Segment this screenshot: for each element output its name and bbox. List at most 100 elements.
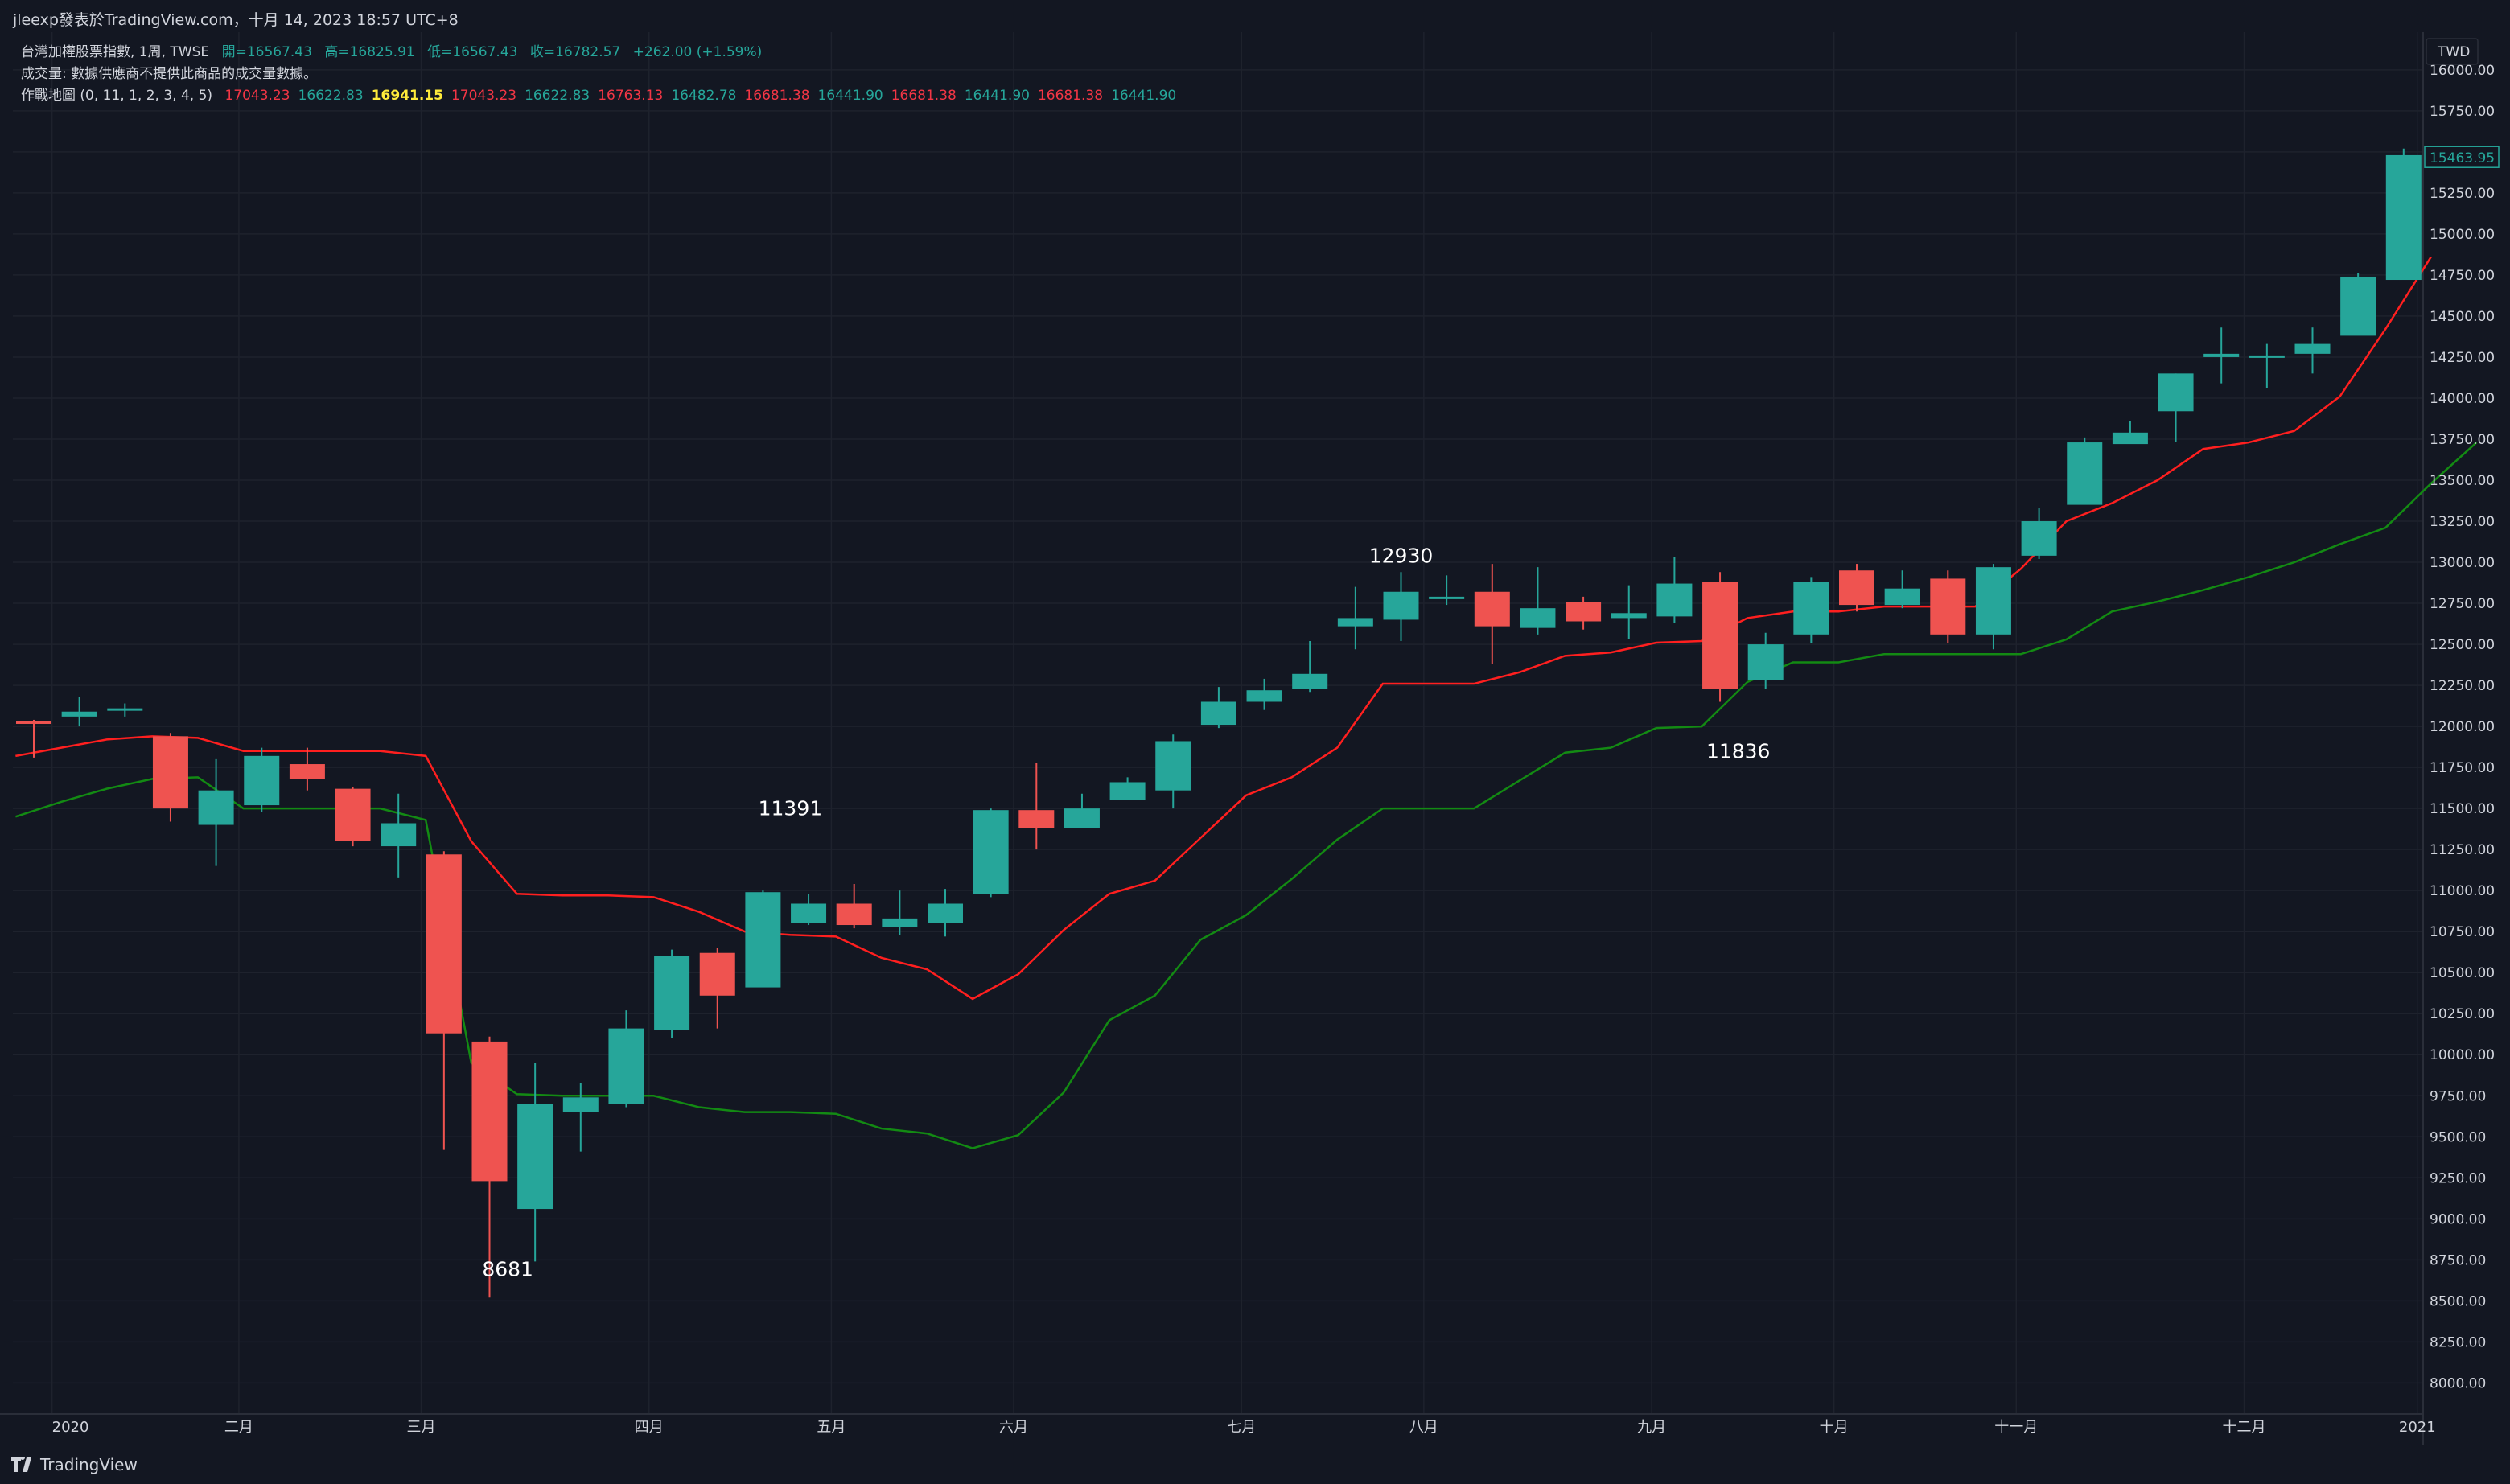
candle-body [2112,432,2148,445]
price-tick-label: 10500.00 [2430,965,2495,981]
candle-body [426,854,462,1034]
tradingview-logo[interactable]: TradingView [11,1455,138,1474]
legend: 台灣加權股票指數, 1周, TWSE 開=16567.43 高=16825.91… [21,42,1184,107]
price-tick-label: 8000.00 [2430,1375,2486,1392]
candle-body [1793,582,1829,635]
publish-bar: jleexp發表於TradingView.com，十月 14, 2023 18:… [0,0,2510,32]
last-price-box [2424,146,2500,168]
indicator-value: 16681.38 [891,88,957,104]
change-value: +262.00 (+1.59%) [632,44,763,60]
time-tick-label: 十二月 [2223,1419,2266,1436]
candle-body [2203,353,2240,357]
candle-body [1656,583,1693,617]
candle-body [152,736,188,809]
price-tick-label: 8500.00 [2430,1293,2486,1309]
candle-body [973,810,1009,894]
candle-body [1930,578,1966,635]
candle-body [2340,276,2376,336]
candle-body [1975,567,2011,635]
legend-ohlc-row: 台灣加權股票指數, 1周, TWSE 開=16567.43 高=16825.91… [21,42,1184,64]
price-tick-label: 12500.00 [2430,637,2495,653]
candle-body [928,903,963,923]
candle-body [2249,355,2285,358]
chart-area[interactable]: 8681 11391 12930 11836 8000.00 8250.00 8500.00… [0,32,2510,1449]
price-tick-label: 9750.00 [2430,1088,2486,1104]
candle-body [107,708,143,711]
candle-body [1747,644,1784,680]
last-price-label: 15463.95 [2430,150,2495,166]
candle-body [2021,521,2057,556]
price-tick-label: 13250.00 [2430,514,2495,530]
candle-body [745,892,781,988]
indicator-values: 17043.23 16622.83 16941.15 17043.23 16622.83… [224,88,1184,104]
candle-body [882,918,918,927]
candle-body [381,823,417,847]
volume-note: 成交量: 數據供應商不提供此商品的成交量數據。 [21,66,318,82]
indicator-value: 16763.13 [598,88,664,104]
indicator-name[interactable]: 作戰地圖 (0, 11, 1, 2, 3, 4, 5) [21,88,213,104]
candle-body [16,721,51,724]
indicator-value: 16441.90 [817,88,883,104]
time-tick-label: 五月 [817,1419,846,1436]
candle-body [1200,701,1236,726]
low-value: 低=16567.43 [427,44,518,60]
price-tick-label: 11000.00 [2430,883,2495,899]
extreme-annotation: 11836 [1706,740,1771,763]
price-tick-label: 15000.00 [2430,227,2495,243]
price-tick-label: 9500.00 [2430,1129,2486,1145]
indicator-value: 16622.83 [298,88,364,104]
indicator-row: 作戰地圖 (0, 11, 1, 2, 3, 4, 5) 17043.23 1662… [21,85,1184,107]
publish-line: jleexp發表於TradingView.com，十月 14, 2023 18:… [13,11,459,29]
price-tick-label: 16000.00 [2430,63,2495,79]
price-tick-label: 11500.00 [2430,801,2495,817]
time-tick-label: 八月 [1409,1419,1438,1436]
bottom-bar: TradingView [0,1445,2510,1484]
candle-body [289,764,325,779]
tradingview-logo-icon [11,1457,31,1472]
time-tick-label: 九月 [1637,1419,1666,1436]
price-tick-label: 14750.00 [2430,268,2495,284]
price-tick-label: 14500.00 [2430,309,2495,325]
brand-name: TradingView [40,1455,138,1474]
time-tick-label: 四月 [635,1419,664,1436]
price-tick-label: 12750.00 [2430,596,2495,612]
candle-body [2158,373,2194,412]
candle-body [1884,588,1920,606]
price-tick-label: 12000.00 [2430,719,2495,735]
price-tick-label: 13750.00 [2430,432,2495,448]
price-tick-label: 15250.00 [2430,186,2495,202]
candle-body [1474,591,1510,627]
indicator-value: 16441.90 [964,88,1030,104]
indicator-value: 16941.15 [371,88,443,104]
candle-body [1611,613,1647,619]
indicator-value: 16482.78 [671,88,737,104]
indicator-value: 16681.38 [1037,88,1104,104]
time-tick-label: 三月 [407,1419,436,1436]
price-tick-label: 8750.00 [2430,1252,2486,1268]
time-tick-label: 2021 [2399,1419,2436,1436]
candle-body [836,903,872,926]
high-value: 高=16825.91 [324,44,415,60]
time-tick-label: 七月 [1227,1419,1256,1436]
price-tick-label: 9000.00 [2430,1211,2486,1227]
time-tick-label: 十月 [1820,1419,1849,1436]
symbol-title[interactable]: 台灣加權股票指數, 1周, TWSE [21,44,210,60]
candle-body [1520,608,1556,628]
price-chart[interactable]: 8681 11391 12930 11836 8000.00 8250.00 8500.00… [0,32,2510,1445]
extreme-annotation: 11391 [759,796,823,820]
currency-box [2426,38,2479,65]
extreme-annotation: 8681 [482,1257,533,1281]
candle-body [2294,343,2331,354]
price-tick-label: 13000.00 [2430,555,2495,571]
indicator-value: 16622.83 [525,88,590,104]
candle-body [61,711,97,717]
candle-body [1383,591,1419,620]
price-tick-label: 14000.00 [2430,391,2495,407]
price-tick-label: 14250.00 [2430,350,2495,366]
candle-body [1246,690,1282,702]
time-tick-label: 六月 [999,1419,1028,1436]
open-value: 開=16567.43 [221,44,312,60]
candle-body [699,952,735,996]
price-tick-label: 12250.00 [2430,678,2495,694]
price-tick-label: 9250.00 [2430,1170,2486,1186]
